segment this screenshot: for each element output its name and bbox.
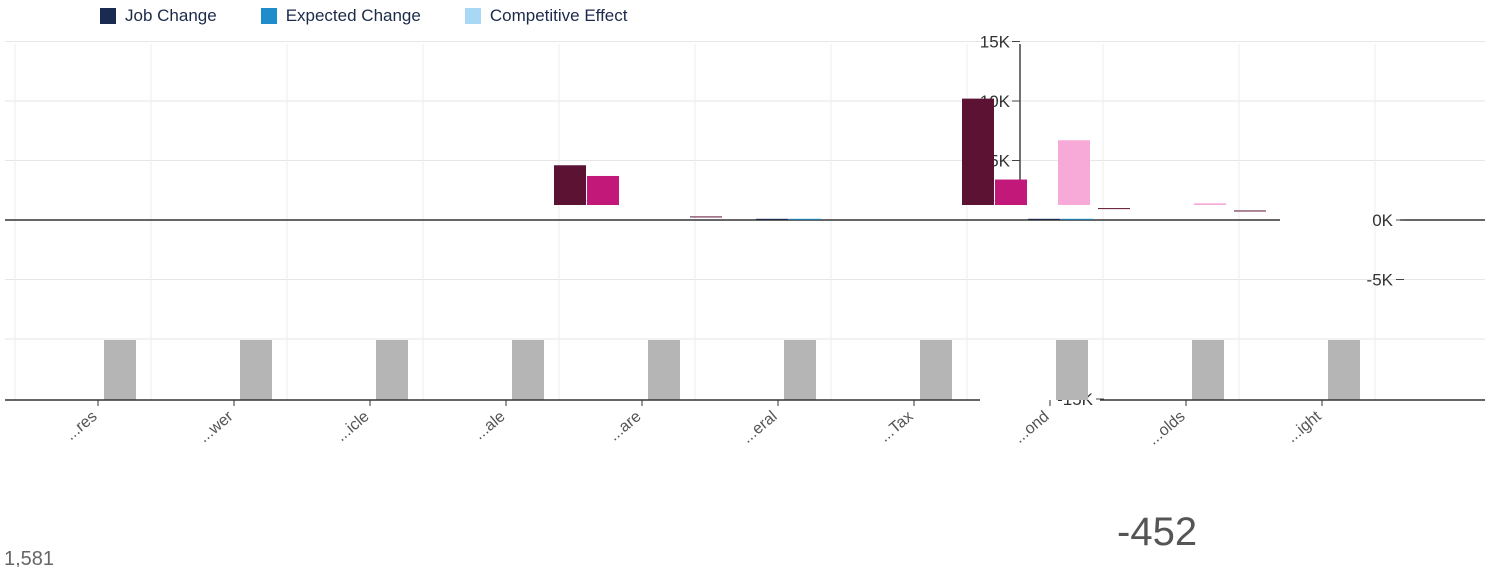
x-category-label-1: ...wer — [196, 408, 237, 447]
legend-swatch-job-change — [100, 8, 116, 24]
bar-s3-c7 — [1061, 218, 1093, 220]
y-tick-label-2: 5K — [989, 152, 1010, 171]
legend-label-competitive-effect: Competitive Effect — [489, 6, 628, 25]
legend-item-competitive-effect[interactable]: Competitive Effect — [464, 4, 628, 28]
bar-s5-c2 — [376, 340, 408, 400]
bar-s5-c4 — [648, 340, 680, 400]
legend-item-expected-change[interactable]: Expected Change — [260, 4, 421, 28]
bar-s5-c6 — [920, 340, 952, 400]
bar-s5-c8 — [1192, 340, 1224, 400]
legend-swatch-competitive-effect — [464, 8, 481, 24]
value-readout-b: 1,581 — [4, 548, 54, 567]
x-category-label-8: ...olds — [1145, 408, 1189, 448]
x-category-label-9: ...ight — [1284, 408, 1325, 447]
bar-s4-c7 — [1058, 140, 1090, 205]
x-category-label-3: ...ale — [471, 408, 509, 443]
bar-s1-c4 — [587, 175, 619, 205]
bar-s5-c1 — [240, 340, 272, 400]
bar-s5-c9 — [1328, 340, 1360, 400]
x-category-label-7: ...ond — [1011, 408, 1053, 447]
bar-s5-c5 — [784, 340, 816, 400]
chart-legend: Job Change Expected Change Competitive E… — [100, 4, 671, 28]
x-category-label-6: ...Tax — [876, 408, 916, 446]
x-category-label-4: ...are — [606, 408, 645, 445]
bar-s5-c7 — [1056, 340, 1088, 400]
legend-swatch-expected-change — [260, 8, 277, 24]
bar-s0-c7 — [962, 98, 994, 205]
y-tick-label-0: 15K — [980, 33, 1011, 52]
bar-s2-c7 — [1028, 218, 1060, 220]
bar-s1-c7 — [995, 179, 1027, 205]
x-category-label-0: ...res — [62, 408, 100, 444]
value-readout-a: -452 — [1117, 510, 1197, 554]
x-category-label-2: ...icle — [333, 408, 373, 445]
bar-s0-c5 — [690, 216, 722, 218]
legend-label-expected-change: Expected Change — [285, 6, 421, 25]
y-tick-label-3: 0K — [1372, 211, 1393, 230]
bar-s3-c5 — [789, 218, 821, 220]
legend-item-job-change[interactable]: Job Change — [100, 4, 217, 28]
bar-s0-c8 — [1098, 208, 1130, 210]
x-category-label-5: ...eral — [739, 408, 781, 447]
bar-s4-c8 — [1194, 203, 1226, 205]
y-tick-label-4: -5K — [1367, 271, 1394, 290]
legend-label-job-change: Job Change — [125, 6, 217, 25]
bar-s0-c4 — [554, 165, 586, 205]
bar-s5-c0 — [104, 340, 136, 400]
bar-s2-c5 — [756, 218, 788, 220]
bar-s5-c3 — [512, 340, 544, 400]
bar-s0-c9 — [1234, 210, 1266, 212]
